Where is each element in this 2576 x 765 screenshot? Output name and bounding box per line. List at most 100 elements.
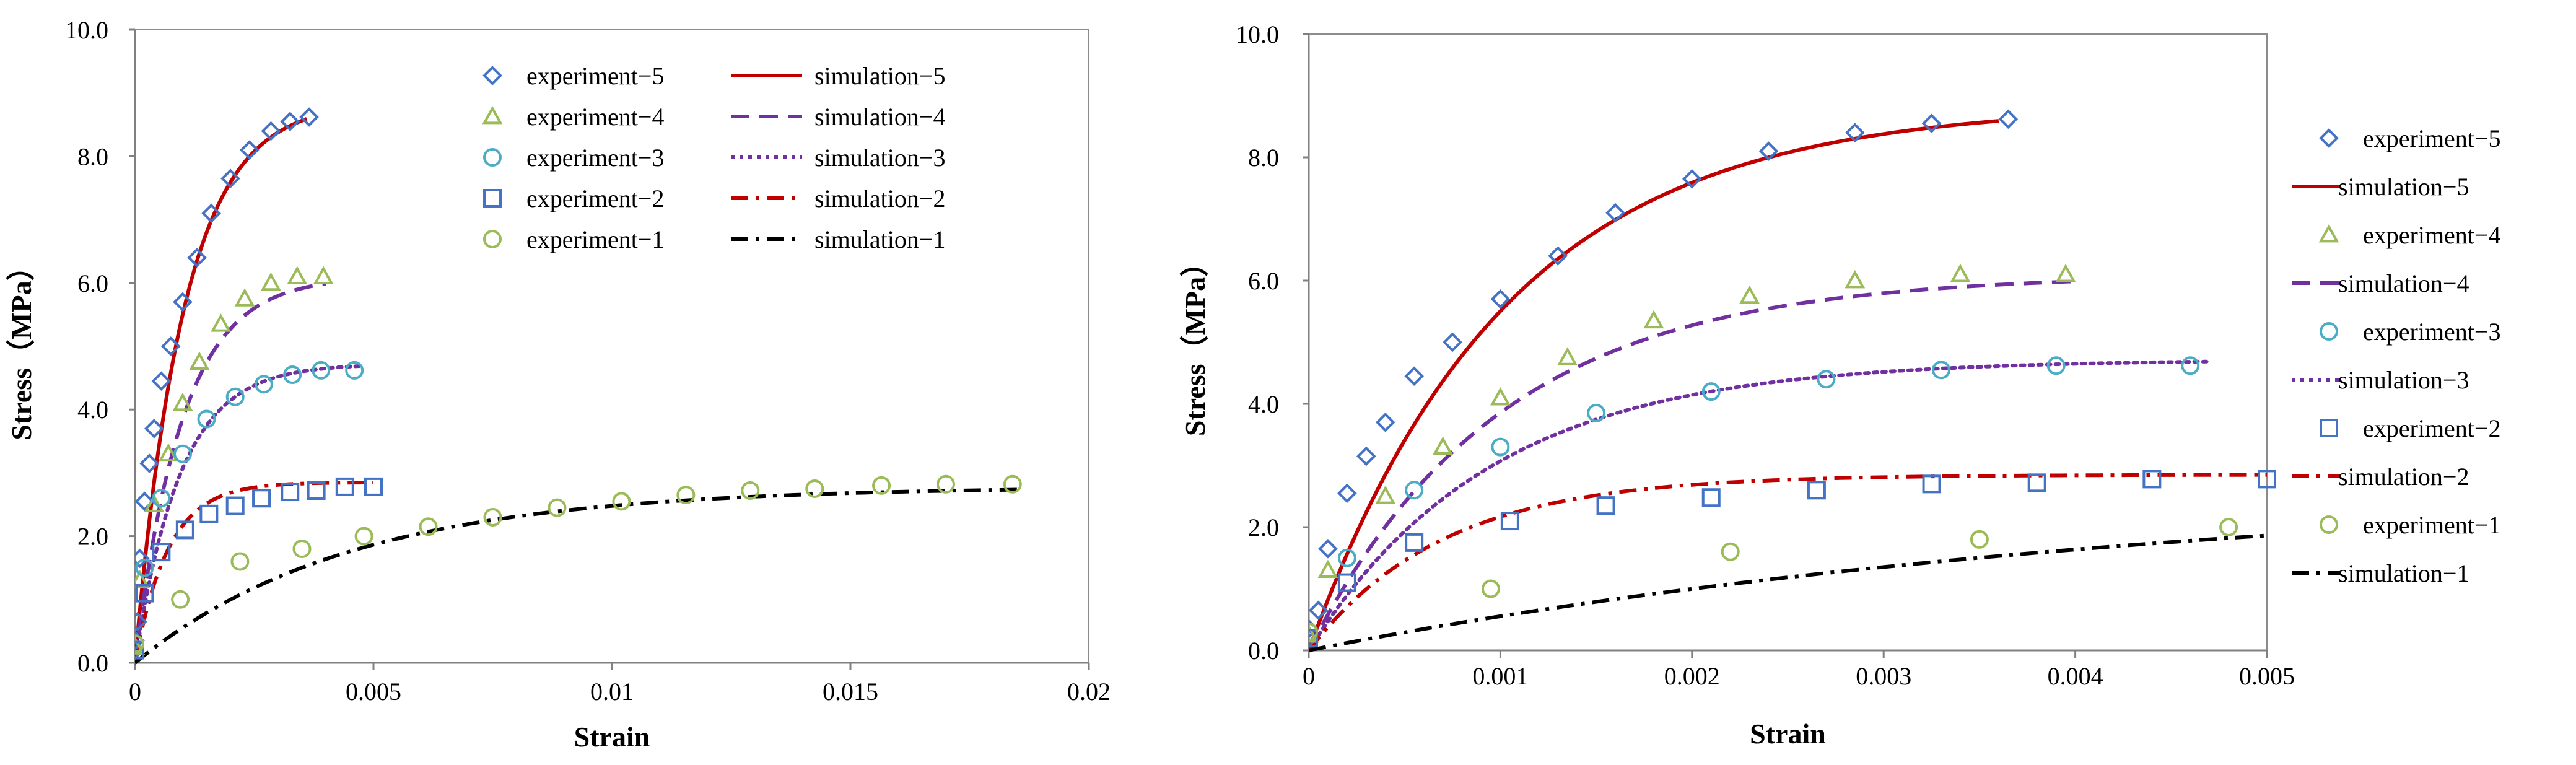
legend-label: simulation−2 [2338, 463, 2469, 491]
legend-item: simulation−5 [731, 62, 945, 90]
data-point-experiment-1 [230, 552, 250, 571]
data-point-experiment-2 [2027, 473, 2046, 492]
data-point-experiment-5 [1758, 141, 1779, 161]
data-point-experiment-5 [144, 419, 164, 439]
y-tick-label: 8.0 [77, 142, 108, 170]
data-point-experiment-5 [220, 168, 240, 188]
data-point-experiment-1 [1309, 623, 1318, 642]
data-point-experiment-2 [335, 477, 354, 496]
data-point-experiment-3 [1337, 548, 1356, 567]
data-point-experiment-1 [354, 527, 373, 546]
data-point-experiment-4 [1845, 269, 1866, 289]
series-line-simulation-2 [135, 480, 374, 663]
x-tick-label: 0.01 [590, 678, 634, 706]
legend-label: experiment−4 [526, 103, 664, 131]
plot-series [1309, 109, 2276, 652]
series-line-simulation-2 [1309, 473, 2268, 652]
data-point-experiment-1 [937, 474, 955, 494]
data-point-experiment-2 [225, 496, 245, 515]
legend-marker [2320, 322, 2338, 341]
data-point-experiment-3 [135, 558, 154, 577]
y-tick-label: 6.0 [1248, 267, 1279, 295]
data-point-experiment-4 [1950, 263, 1971, 282]
data-point-experiment-1 [805, 479, 824, 498]
legend-marker [483, 189, 502, 208]
data-point-experiment-2 [364, 477, 383, 496]
data-point-experiment-5 [1356, 446, 1376, 466]
legend-label: simulation−3 [814, 144, 945, 172]
data-point-experiment-4 [172, 392, 193, 411]
data-point-experiment-5 [1309, 600, 1329, 621]
data-point-experiment-1 [483, 507, 502, 527]
legend-marker [2320, 515, 2338, 534]
legend: experiment−5 simulation−5 experiment−4 simu… [2292, 125, 2500, 587]
data-point-experiment-1 [741, 481, 760, 501]
data-point-experiment-5 [1845, 123, 1865, 143]
legend-item: experiment−4 [2318, 221, 2500, 249]
legend-item: simulation−1 [2292, 559, 2469, 587]
data-point-experiment-1 [548, 498, 567, 517]
data-point-experiment-4 [1557, 347, 1578, 365]
legend-item: simulation−4 [2292, 269, 2469, 297]
data-point-experiment-3 [2046, 356, 2066, 375]
legend-label: simulation−5 [814, 62, 945, 90]
plot-area [1308, 33, 2268, 651]
panel-full-range: 0.0 2.0 4.0 6.0 8.0 10.0 0 0.005 0.01 0.015 0.02 St… [6, 16, 1111, 753]
data-point-experiment-1 [1970, 530, 1989, 549]
data-point-experiment-2 [1309, 629, 1318, 648]
y-axis-title: Stress（MPa） [6, 252, 37, 440]
series-line-simulation-1 [1309, 533, 2268, 652]
legend-label: experiment−5 [526, 62, 664, 90]
legend-label: experiment−1 [2363, 511, 2500, 539]
x-tick-label: 0.015 [823, 678, 878, 706]
data-point-experiment-2 [307, 481, 326, 501]
data-point-experiment-1 [872, 476, 891, 495]
legend-item: experiment−1 [483, 225, 664, 253]
series-line-simulation-1 [135, 487, 1018, 665]
data-point-experiment-4 [135, 636, 146, 655]
data-point-experiment-4 [287, 266, 308, 284]
data-point-experiment-5 [1443, 332, 1462, 352]
panel-zoomed: 0.0 2.0 4.0 6.0 8.0 10.0 0 0.001 0.002 0.003 0.004… [1179, 20, 2500, 750]
y-tick-label: 10.0 [1236, 20, 1279, 48]
data-point-experiment-5 [1318, 538, 1338, 559]
data-point-experiment-3 [312, 361, 331, 380]
data-point-experiment-4 [158, 443, 179, 462]
data-point-experiment-2 [1405, 533, 1424, 552]
data-point-experiment-2 [152, 543, 171, 562]
legend-item: experiment−2 [2320, 414, 2500, 442]
data-point-experiment-2 [1922, 474, 1941, 494]
data-point-experiment-1 [612, 492, 631, 511]
data-point-experiment-2 [1807, 481, 1826, 500]
legend-item: experiment−2 [483, 185, 664, 212]
data-point-experiment-5 [1337, 483, 1357, 504]
legend-item: simulation−3 [2292, 366, 2469, 394]
data-point-experiment-5 [280, 111, 300, 132]
y-tick-label: 4.0 [77, 396, 108, 424]
y-tick-label: 0.0 [1248, 637, 1279, 665]
x-tick-label: 0.004 [2048, 662, 2103, 690]
data-point-experiment-3 [254, 375, 273, 394]
data-point-experiment-2 [199, 504, 219, 523]
data-point-experiment-5 [173, 292, 193, 312]
series-line-simulation-5 [1309, 119, 1999, 652]
data-point-experiment-2 [135, 584, 154, 603]
legend-label: simulation−4 [2338, 269, 2469, 297]
legend: experiment−5 simulation−5 experiment−4 simu… [482, 62, 945, 253]
legend-marker [2320, 419, 2338, 437]
legend-label: experiment−3 [526, 144, 664, 172]
data-point-experiment-4 [1643, 310, 1664, 329]
x-axis-title: Strain [574, 721, 650, 753]
data-point-experiment-2 [252, 489, 271, 508]
data-point-experiment-5 [201, 203, 222, 224]
legend-item: experiment−3 [2320, 318, 2500, 346]
data-point-experiment-5 [261, 121, 281, 141]
data-point-experiment-3 [1587, 403, 1606, 422]
legend-label: experiment−4 [2363, 221, 2500, 249]
data-point-experiment-5 [1605, 203, 1625, 223]
legend-marker [482, 66, 502, 85]
data-point-experiment-5 [1404, 366, 1424, 387]
legend-item: experiment−5 [2319, 125, 2500, 152]
legend-item: experiment−3 [483, 144, 664, 172]
